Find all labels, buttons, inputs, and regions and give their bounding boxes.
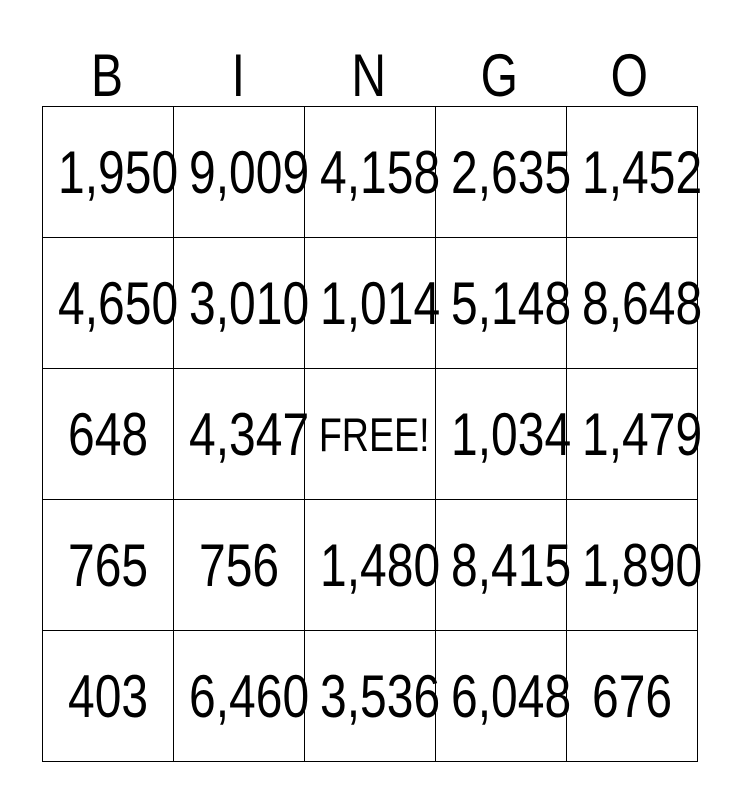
cell-value: 1,034 bbox=[451, 400, 572, 468]
grid-row-1: 1,950 9,009 4,158 2,635 1,452 bbox=[42, 106, 702, 238]
grid-row-5: 403 6,460 3,536 6,048 676 bbox=[42, 630, 698, 762]
cell-r4-c5[interactable]: 1,890 bbox=[566, 499, 702, 631]
cell-value: 6,048 bbox=[451, 662, 572, 730]
header-letter-b-text: B bbox=[91, 42, 124, 109]
cell-r3-c1[interactable]: 648 bbox=[42, 368, 174, 500]
cell-r4-c2[interactable]: 756 bbox=[173, 499, 305, 631]
cell-r4-c4[interactable]: 8,415 bbox=[435, 499, 571, 631]
cell-r3-c4[interactable]: 1,034 bbox=[435, 368, 571, 500]
header-letter-i-text: I bbox=[231, 42, 245, 109]
cell-r3-c2[interactable]: 4,347 bbox=[173, 368, 309, 500]
cell-r3-c5[interactable]: 1,479 bbox=[566, 368, 702, 500]
cell-value: 1,890 bbox=[582, 531, 703, 599]
cell-free[interactable]: FREE! bbox=[304, 368, 436, 500]
cell-r4-c3[interactable]: 1,480 bbox=[304, 499, 440, 631]
grid-row-2: 4,650 3,010 1,014 5,148 8,648 bbox=[42, 237, 702, 369]
cell-value: 1,014 bbox=[320, 269, 441, 337]
cell-value: 403 bbox=[67, 662, 149, 730]
cell-value: 1,480 bbox=[320, 531, 441, 599]
cell-value: 1,479 bbox=[582, 400, 703, 468]
cell-value: 4,158 bbox=[320, 138, 441, 206]
cell-r1-c1[interactable]: 1,950 bbox=[42, 106, 178, 238]
header-letter-n-text: N bbox=[351, 42, 386, 109]
free-cell-label: FREE! bbox=[318, 407, 430, 461]
cell-value: 6,460 bbox=[189, 662, 310, 730]
header-letter-o: O bbox=[564, 46, 695, 106]
bingo-header: B I N G O bbox=[42, 0, 695, 106]
grid-row-3: 648 4,347 FREE! 1,034 1,479 bbox=[42, 368, 702, 500]
cell-value: 2,635 bbox=[451, 138, 572, 206]
bingo-card: B I N G O 1,950 9,009 4,158 2,635 1,452 … bbox=[42, 0, 702, 762]
grid-row-4: 765 756 1,480 8,415 1,890 bbox=[42, 499, 702, 631]
cell-r5-c3[interactable]: 3,536 bbox=[304, 630, 440, 762]
cell-value: 3,536 bbox=[320, 662, 441, 730]
cell-r1-c3[interactable]: 4,158 bbox=[304, 106, 440, 238]
cell-value: 8,415 bbox=[451, 531, 572, 599]
cell-value: 676 bbox=[591, 662, 673, 730]
cell-value: 5,148 bbox=[451, 269, 572, 337]
cell-value: 4,650 bbox=[58, 269, 179, 337]
cell-r5-c5[interactable]: 676 bbox=[566, 630, 698, 762]
cell-r2-c1[interactable]: 4,650 bbox=[42, 237, 178, 369]
cell-r1-c2[interactable]: 9,009 bbox=[173, 106, 309, 238]
cell-r2-c3[interactable]: 1,014 bbox=[304, 237, 440, 369]
cell-value: 1,950 bbox=[58, 138, 179, 206]
cell-value: 765 bbox=[67, 531, 149, 599]
cell-value: 756 bbox=[198, 531, 280, 599]
bingo-grid: 1,950 9,009 4,158 2,635 1,452 4,650 3,01… bbox=[42, 106, 702, 762]
cell-r5-c2[interactable]: 6,460 bbox=[173, 630, 309, 762]
cell-value: 648 bbox=[67, 400, 149, 468]
cell-value: 4,347 bbox=[189, 400, 310, 468]
header-letter-b: B bbox=[42, 46, 173, 106]
cell-r2-c2[interactable]: 3,010 bbox=[173, 237, 309, 369]
cell-value: 8,648 bbox=[582, 269, 703, 337]
header-letter-g-text: G bbox=[480, 42, 518, 109]
header-letter-g: G bbox=[434, 46, 565, 106]
cell-value: 3,010 bbox=[189, 269, 310, 337]
cell-r5-c1[interactable]: 403 bbox=[42, 630, 174, 762]
header-letter-o-text: O bbox=[611, 42, 649, 109]
cell-r1-c4[interactable]: 2,635 bbox=[435, 106, 571, 238]
cell-r2-c5[interactable]: 8,648 bbox=[566, 237, 702, 369]
cell-r5-c4[interactable]: 6,048 bbox=[435, 630, 571, 762]
cell-r1-c5[interactable]: 1,452 bbox=[566, 106, 702, 238]
cell-r2-c4[interactable]: 5,148 bbox=[435, 237, 571, 369]
cell-value: 1,452 bbox=[582, 138, 703, 206]
cell-r4-c1[interactable]: 765 bbox=[42, 499, 174, 631]
header-letter-n: N bbox=[303, 46, 434, 106]
cell-value: 9,009 bbox=[189, 138, 310, 206]
header-letter-i: I bbox=[173, 46, 304, 106]
